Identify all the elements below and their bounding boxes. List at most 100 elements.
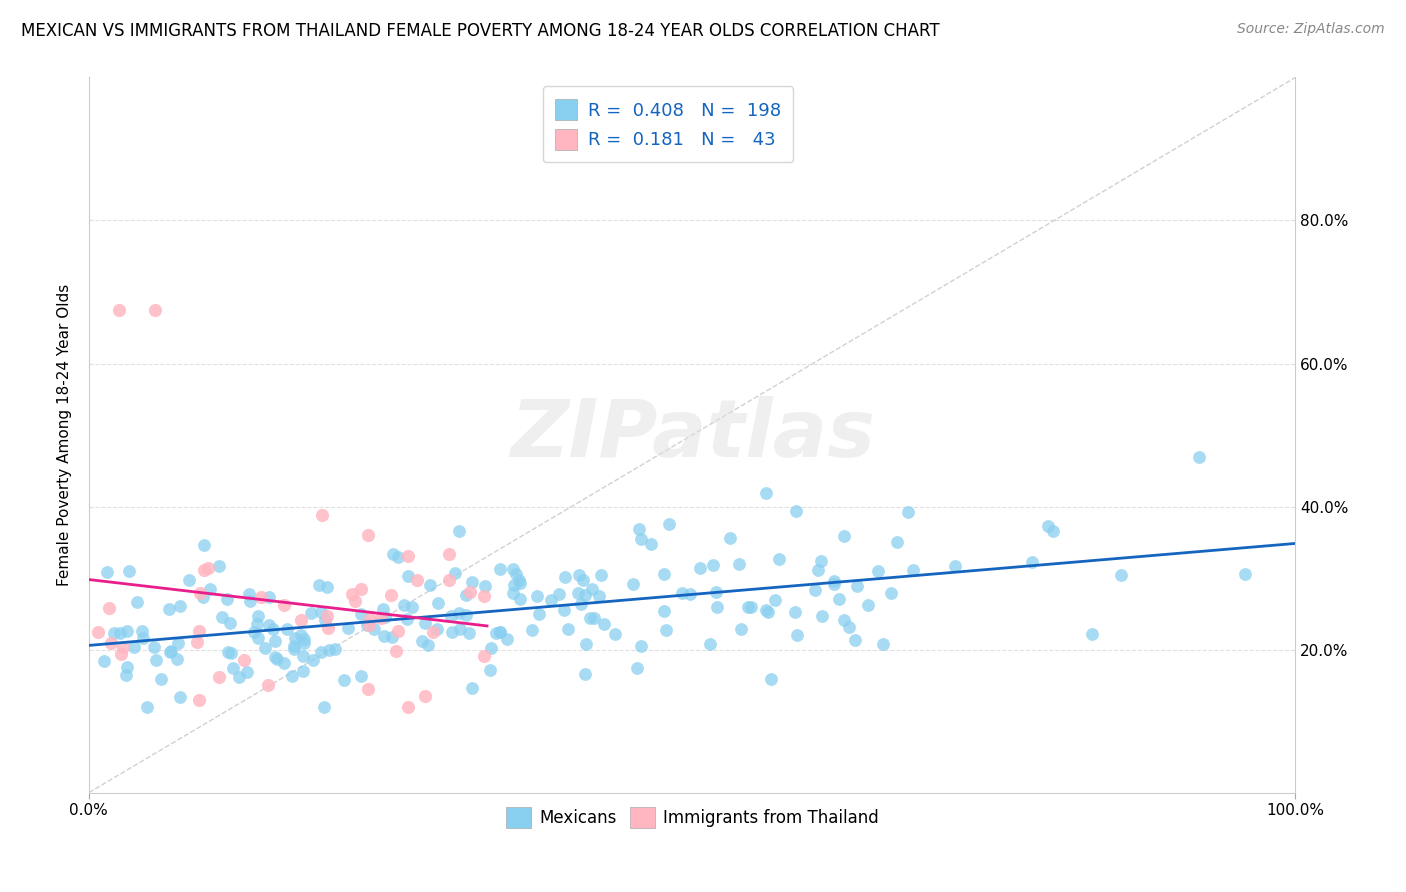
Point — [411, 634, 433, 648]
Point — [437, 573, 460, 587]
Point — [169, 599, 191, 613]
Point — [159, 645, 181, 659]
Point — [108, 302, 131, 317]
Point — [416, 638, 439, 652]
Point — [588, 589, 610, 603]
Point — [263, 634, 285, 648]
Point — [804, 583, 827, 598]
Point — [460, 584, 482, 599]
Point — [527, 607, 550, 622]
Point — [96, 565, 118, 579]
Point — [337, 621, 360, 635]
Point — [290, 613, 312, 627]
Point — [179, 573, 201, 587]
Point — [316, 580, 339, 594]
Point — [485, 625, 508, 640]
Point — [447, 524, 470, 538]
Point — [755, 603, 778, 617]
Point — [357, 681, 380, 696]
Point — [350, 669, 373, 683]
Point — [217, 645, 239, 659]
Text: ZIPatlas: ZIPatlas — [509, 396, 875, 474]
Point — [217, 591, 239, 606]
Point — [458, 625, 481, 640]
Point — [186, 635, 208, 649]
Point — [838, 620, 860, 634]
Point — [834, 529, 856, 543]
Point — [706, 599, 728, 614]
Point — [901, 563, 924, 577]
Point — [454, 588, 477, 602]
Point — [188, 692, 211, 706]
Point — [350, 607, 373, 621]
Point — [427, 596, 450, 610]
Point — [395, 612, 418, 626]
Point — [689, 561, 711, 575]
Point — [658, 517, 681, 532]
Point — [489, 624, 512, 639]
Point — [238, 587, 260, 601]
Point — [110, 647, 132, 661]
Point — [763, 592, 786, 607]
Point — [461, 575, 484, 590]
Point — [419, 578, 441, 592]
Point — [359, 618, 381, 632]
Point — [401, 599, 423, 614]
Point — [489, 562, 512, 576]
Point — [581, 582, 603, 596]
Point — [502, 586, 524, 600]
Point — [143, 640, 166, 654]
Point — [846, 579, 869, 593]
Point — [548, 587, 571, 601]
Point — [472, 648, 495, 663]
Point — [208, 559, 231, 574]
Point — [811, 609, 834, 624]
Point — [283, 642, 305, 657]
Point — [219, 646, 242, 660]
Point — [460, 681, 482, 696]
Point — [828, 592, 851, 607]
Point — [872, 637, 894, 651]
Point — [1042, 524, 1064, 538]
Point — [422, 624, 444, 639]
Point — [943, 559, 966, 574]
Point — [292, 664, 315, 678]
Point — [131, 624, 153, 638]
Point — [219, 615, 242, 630]
Point — [97, 601, 120, 615]
Point — [553, 602, 575, 616]
Point — [1081, 627, 1104, 641]
Point — [621, 576, 644, 591]
Point — [699, 637, 721, 651]
Point — [149, 672, 172, 686]
Point — [292, 632, 315, 646]
Point — [193, 538, 215, 552]
Point — [768, 552, 790, 566]
Point — [145, 653, 167, 667]
Point — [443, 566, 465, 581]
Point — [630, 533, 652, 547]
Point — [232, 653, 254, 667]
Point — [488, 625, 510, 640]
Point — [568, 568, 591, 582]
Point — [413, 689, 436, 703]
Point — [603, 626, 626, 640]
Point — [246, 609, 269, 624]
Point — [737, 599, 759, 614]
Point — [236, 665, 259, 679]
Point — [86, 624, 108, 639]
Point — [117, 624, 139, 638]
Point — [314, 613, 336, 627]
Point — [308, 578, 330, 592]
Point — [730, 622, 752, 636]
Point — [323, 642, 346, 657]
Point — [292, 635, 315, 649]
Point — [115, 660, 138, 674]
Point — [866, 564, 889, 578]
Text: MEXICAN VS IMMIGRANTS FROM THAILAND FEMALE POVERTY AMONG 18-24 YEAR OLDS CORRELA: MEXICAN VS IMMIGRANTS FROM THAILAND FEMA… — [21, 22, 939, 40]
Point — [823, 574, 845, 588]
Point — [413, 615, 436, 630]
Point — [575, 637, 598, 651]
Point — [472, 589, 495, 603]
Point — [702, 558, 724, 572]
